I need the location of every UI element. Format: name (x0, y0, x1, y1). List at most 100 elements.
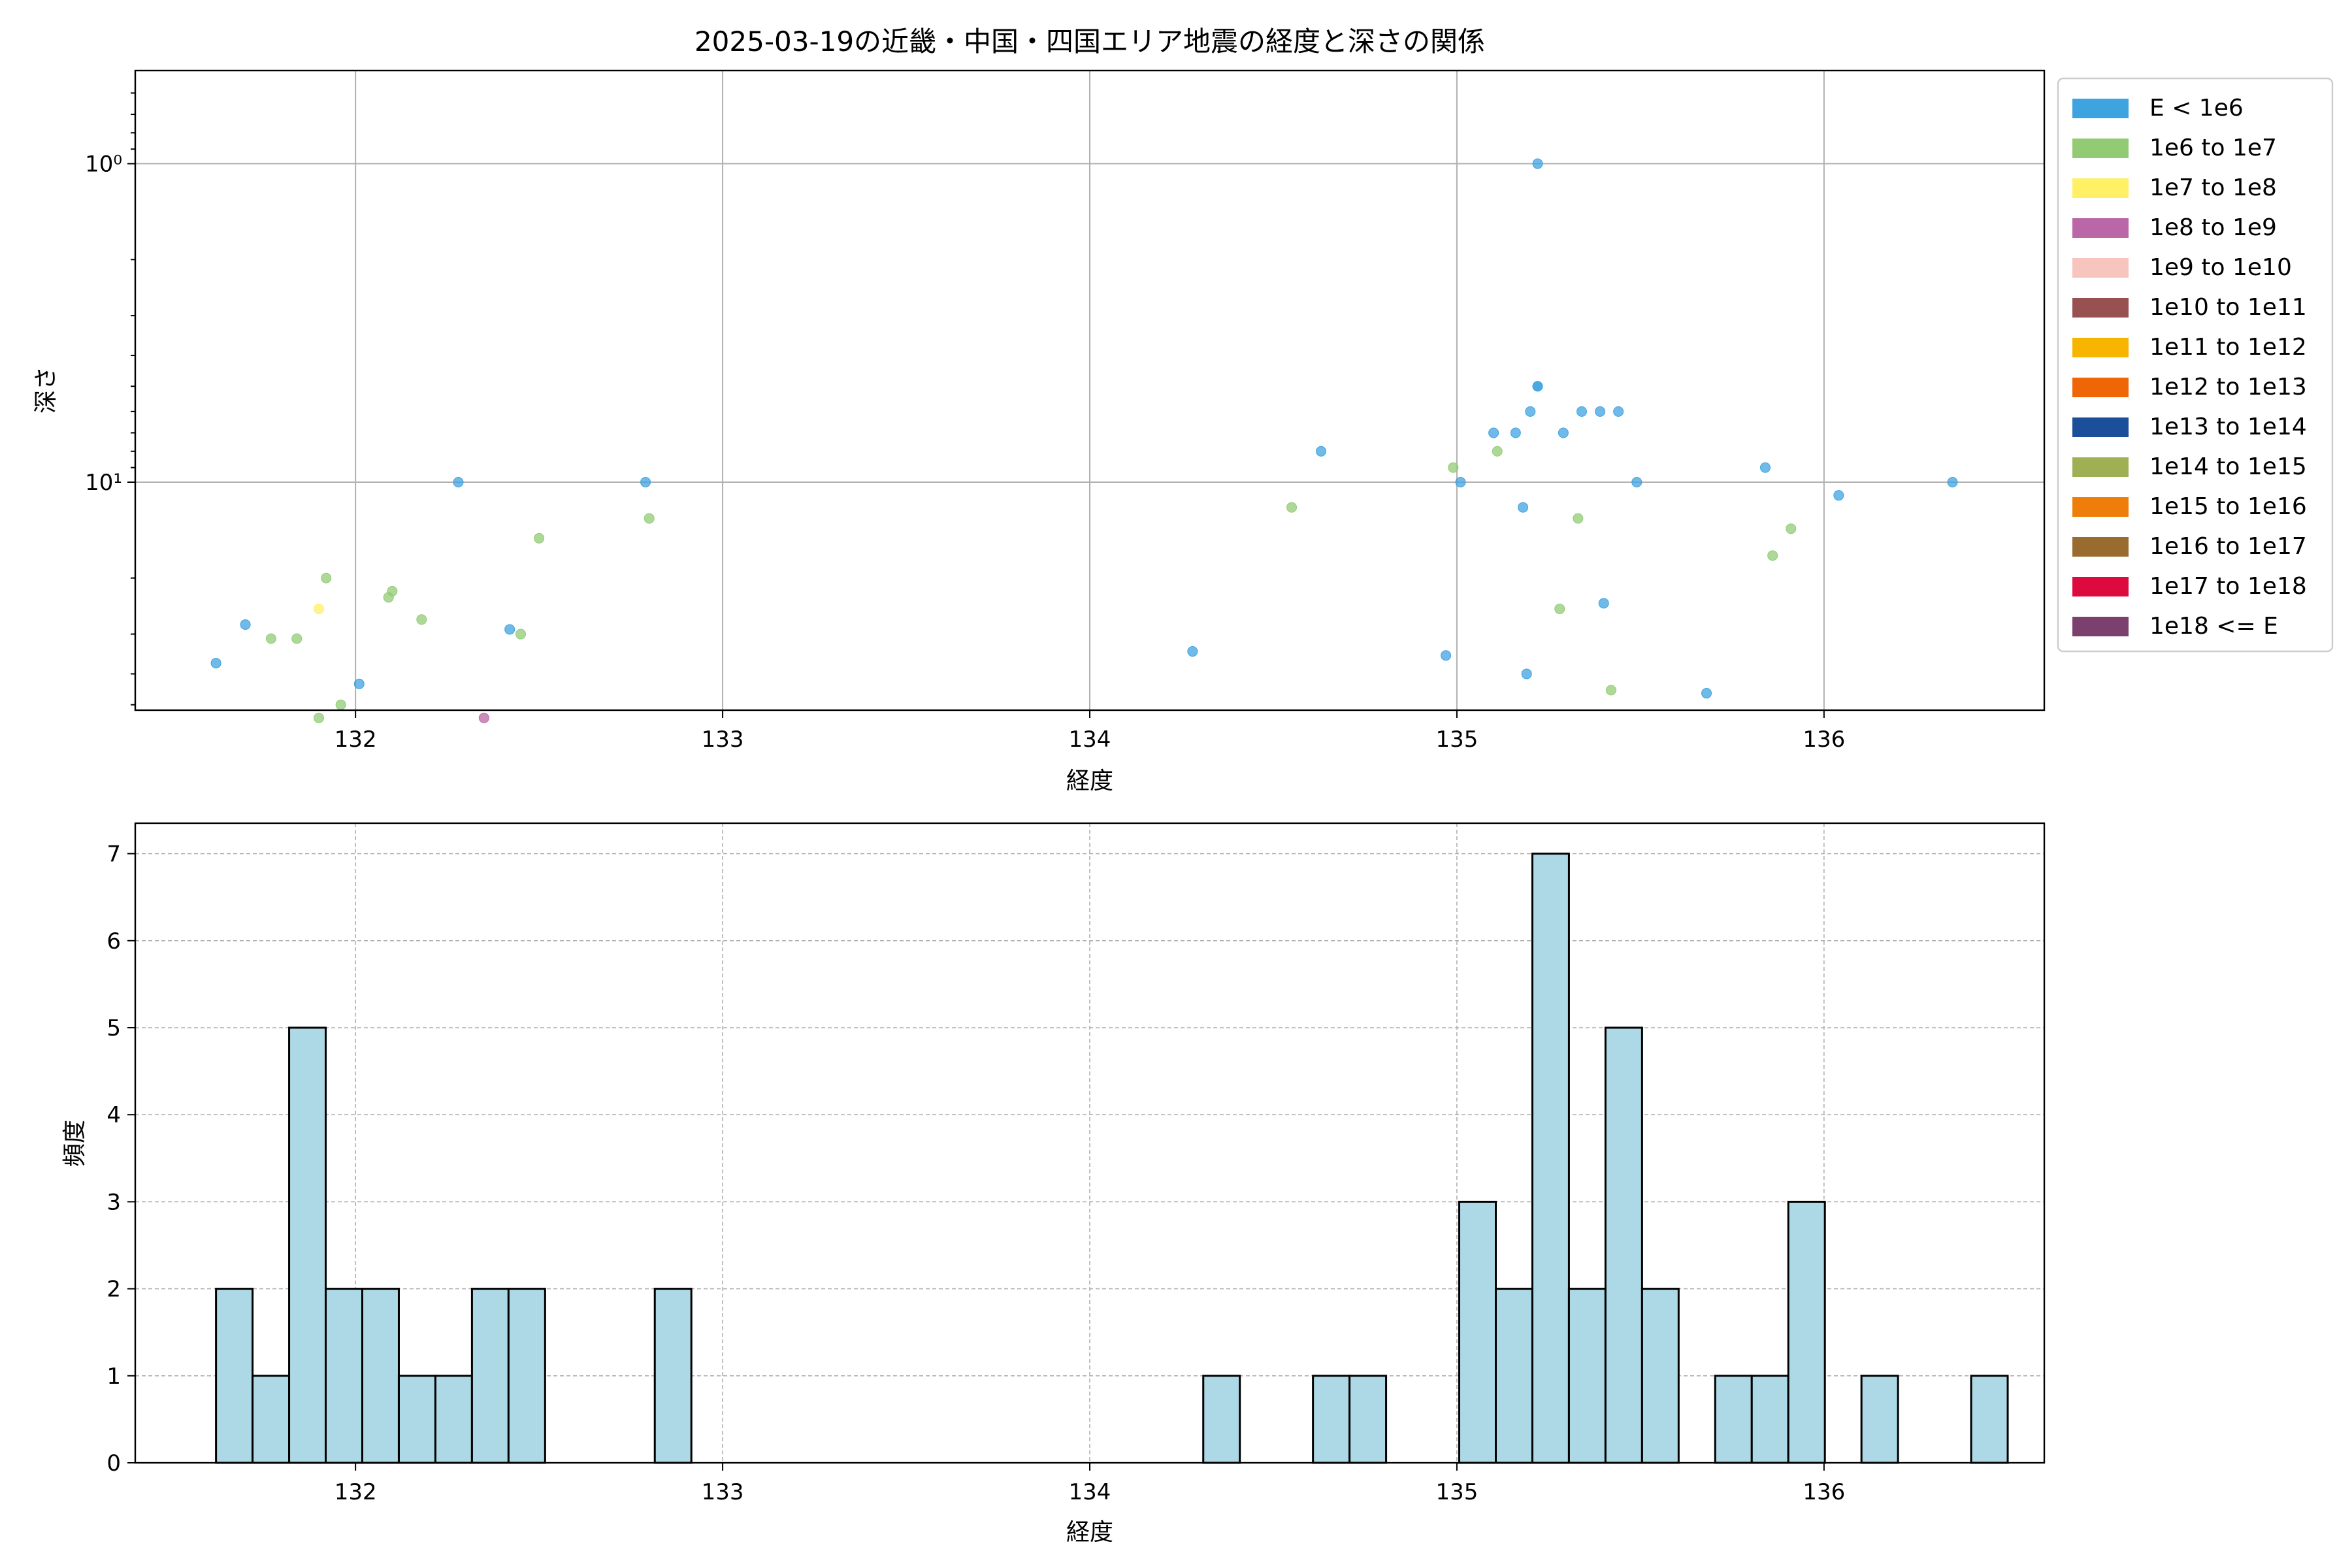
scatter-point (1316, 446, 1327, 457)
histogram-bar (470, 1288, 510, 1464)
scatter-y-tick-label: 10¹ (85, 470, 122, 496)
scatter-point (1554, 603, 1565, 614)
scatter-x-tick-label: 136 (1803, 727, 1845, 753)
histogram-x-tick-label: 136 (1803, 1479, 1845, 1505)
scatter-point (1598, 598, 1609, 609)
histogram-bar (397, 1375, 436, 1464)
histogram-bar (1531, 853, 1570, 1464)
scatter-point (321, 572, 332, 583)
legend-label: 1e14 to 1e15 (2149, 453, 2307, 480)
scatter-x-tick-label: 135 (1435, 727, 1478, 753)
scatter-point (1521, 668, 1532, 679)
histogram-bars (215, 853, 2009, 1464)
scatter-point (265, 633, 276, 644)
histogram-y-axis-label: 頻度 (61, 1120, 88, 1167)
histogram-y-tick-label: 1 (106, 1364, 121, 1390)
scatter-point (1532, 158, 1543, 169)
legend-swatch (2072, 617, 2129, 636)
histogram-y-tick-label: 6 (106, 928, 121, 955)
histogram-bar (1750, 1375, 1789, 1464)
legend-swatch (2072, 338, 2129, 357)
legend-label: 1e18 <= E (2149, 613, 2278, 640)
scatter-y-tick-label: 10⁰ (85, 152, 122, 178)
histogram-y-tick-label: 5 (106, 1015, 121, 1041)
scatter-point (1532, 381, 1543, 392)
scatter-point (1701, 688, 1712, 699)
histogram-bar (1860, 1375, 1899, 1464)
histogram-y-tick-label: 2 (106, 1277, 121, 1303)
legend-label: 1e16 to 1e17 (2149, 533, 2307, 560)
scatter-point (416, 614, 427, 625)
scatter-point (291, 633, 302, 644)
legend-frame (2057, 77, 2334, 653)
histogram-bar (1348, 1375, 1388, 1464)
legend-label: E < 1e6 (2149, 95, 2244, 122)
scatter-point (640, 476, 651, 487)
legend: E < 1e6 1e6 to 1e7 1e7 to 1e8 1e8 to 1e9 1e9… (2057, 77, 2334, 653)
histogram-bar (288, 1026, 327, 1464)
legend-swatch (2072, 178, 2129, 198)
legend-swatch (2072, 537, 2129, 557)
scatter-x-tick-label: 132 (335, 727, 377, 753)
scatter-point (1448, 462, 1459, 473)
histogram-bar (653, 1288, 693, 1464)
histogram-bar (507, 1288, 546, 1464)
histogram-y-tick-label: 7 (106, 841, 121, 868)
legend-swatch (2072, 378, 2129, 397)
scatter-point (313, 712, 324, 723)
scatter-point (313, 603, 324, 614)
histogram-bar (325, 1288, 363, 1464)
histogram-bar (434, 1375, 473, 1464)
histogram-y-tick-label: 3 (106, 1189, 121, 1215)
legend-label: 1e12 to 1e13 (2149, 374, 2307, 400)
scatter-point (1455, 476, 1466, 487)
scatter-point (1595, 406, 1606, 417)
legend-label: 1e13 to 1e14 (2149, 414, 2307, 440)
legend-swatch (2072, 417, 2129, 437)
legend-label: 1e7 to 1e8 (2149, 174, 2277, 201)
scatter-point (240, 619, 251, 630)
legend-swatch (2072, 457, 2129, 477)
legend-swatch (2072, 577, 2129, 596)
histogram-bar (1714, 1375, 1753, 1464)
legend-swatch (2072, 298, 2129, 318)
histogram-bar (252, 1375, 291, 1464)
histogram-bar (361, 1288, 400, 1464)
legend-swatch (2072, 258, 2129, 278)
histogram-bar (1787, 1200, 1826, 1464)
legend-swatch (2072, 139, 2129, 158)
scatter-point (1576, 406, 1587, 417)
histogram-bar (1458, 1200, 1497, 1464)
histogram-plot-frame (134, 822, 2046, 1464)
scatter-point (335, 699, 346, 710)
histogram-bar (1202, 1375, 1241, 1464)
histogram-y-tick-label: 0 (106, 1450, 121, 1477)
histogram-x-tick-label: 135 (1435, 1479, 1478, 1505)
scatter-point (1947, 476, 1958, 487)
histogram-x-tick-label: 132 (335, 1479, 377, 1505)
scatter-point (1510, 427, 1521, 438)
scatter-ticks: 132 133 134 135 136 10⁰ 10¹ (85, 92, 1845, 753)
legend-label: 1e8 to 1e9 (2149, 214, 2277, 241)
scatter-point (1767, 550, 1778, 561)
histogram-x-axis-label: 経度 (1066, 1519, 1113, 1546)
scatter-point (453, 476, 464, 487)
legend-label: 1e11 to 1e12 (2149, 334, 2307, 361)
scatter-title: 2025-03-19の近畿・中国・四国エリア地震の経度と深さの関係 (694, 25, 1485, 57)
scatter-point (387, 585, 398, 596)
scatter-point (644, 513, 655, 524)
scatter-point (210, 657, 221, 668)
legend-items: E < 1e6 1e6 to 1e7 1e7 to 1e8 1e8 to 1e9 1e9… (2072, 95, 2307, 640)
scatter-point (504, 624, 515, 635)
scatter-point (1613, 406, 1624, 417)
legend-label: 1e6 to 1e7 (2149, 135, 2277, 161)
scatter-point (1518, 502, 1529, 513)
histogram-y-tick-label: 4 (106, 1102, 121, 1128)
scatter-point (1558, 427, 1569, 438)
scatter-point (1605, 685, 1616, 696)
scatter-point (1759, 462, 1771, 473)
histogram-x-tick-label: 133 (702, 1479, 744, 1505)
legend-swatch (2072, 497, 2129, 517)
histogram-ticks: 132 133 134 135 136 0 1 2 3 4 5 6 7 (106, 841, 1845, 1505)
